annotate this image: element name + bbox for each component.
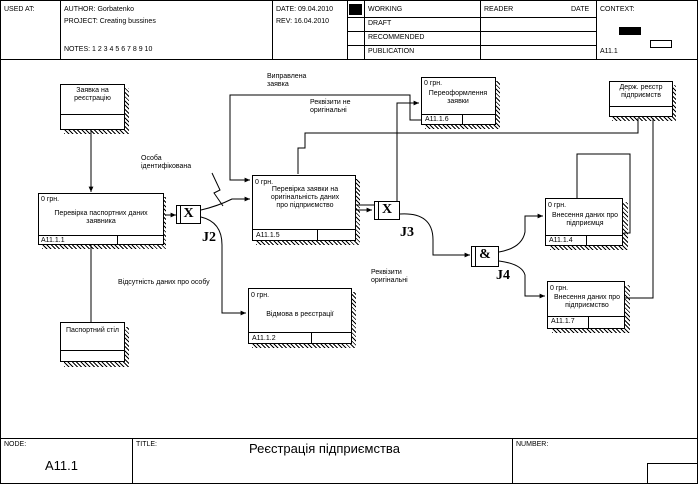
arrow-label-original: Реквізити оригінальні bbox=[371, 269, 408, 284]
request-label: Заявка на реєстрацію bbox=[74, 87, 111, 102]
junction-j4[interactable]: & bbox=[471, 246, 499, 267]
project-label: PROJECT: Creating bussines bbox=[64, 18, 156, 25]
reader-date-label: DATE bbox=[571, 6, 590, 13]
box-label: Перевірка заявки на оригінальність даних… bbox=[270, 186, 340, 209]
junction-label-j3: J3 bbox=[400, 225, 414, 240]
status-publication: PUBLICATION bbox=[368, 48, 415, 55]
junction-symbol: X bbox=[183, 206, 194, 221]
box-cost: 0 грн. bbox=[550, 285, 569, 292]
working-marker bbox=[349, 4, 362, 15]
box-cost: 0 грн. bbox=[41, 196, 60, 203]
node-value: A11.1 bbox=[45, 458, 79, 473]
number-label: NUMBER: bbox=[516, 441, 549, 448]
context-thumb-filled bbox=[619, 27, 641, 35]
arrow-label-identified: Особа ідентифікована bbox=[141, 155, 192, 170]
box-node: A11.1.5 bbox=[256, 232, 280, 239]
box-node: A11.1.7 bbox=[551, 318, 575, 325]
reader-label: READER bbox=[484, 6, 514, 13]
activity-box-a11-1-6[interactable]: 0 грн. Переоформлення заявки A11.1.6 bbox=[421, 77, 496, 125]
registry-card: Держ. реєстр підприємств bbox=[609, 81, 673, 117]
node-label: NODE: bbox=[4, 441, 27, 448]
junction-label-j2: J2 bbox=[202, 230, 216, 245]
junction-j3[interactable]: X bbox=[374, 201, 400, 220]
box-label: Переоформлення заявки bbox=[428, 90, 488, 105]
activity-box-a11-1-4[interactable]: 0 грн. Внесення даних про підприємця A11… bbox=[545, 198, 623, 246]
box-cost: 0 грн. bbox=[548, 202, 567, 209]
context-label: CONTEXT: bbox=[600, 6, 635, 13]
title-label: TITLE: bbox=[136, 441, 158, 448]
request-card: Заявка на реєстрацію bbox=[60, 84, 125, 130]
activity-box-a11-1-7[interactable]: 0 грн. Внесення даних про підприємство A… bbox=[547, 281, 625, 329]
activity-box-a11-1-5[interactable]: 0 грн. Перевірка заявки на оригінальніст… bbox=[252, 175, 356, 241]
notes-label: NOTES: 1 2 3 4 5 6 7 8 9 10 bbox=[64, 46, 153, 53]
arrow-label-not-original: Реквізити не оригінальні bbox=[310, 99, 351, 114]
arrow-label-no-data: Відсутність даних про особу bbox=[118, 279, 210, 286]
rev-label: REV: 16.04.2010 bbox=[276, 18, 330, 25]
box-label: Перевірка паспортних даних заявника bbox=[54, 210, 148, 225]
context-thumb-empty bbox=[650, 40, 672, 48]
diagram-title: Реєстрація підприємства bbox=[249, 441, 400, 456]
date-label: DATE: 09.04.2010 bbox=[276, 6, 334, 13]
used-at-label: USED AT: bbox=[4, 6, 35, 13]
box-cost: 0 грн. bbox=[424, 80, 443, 87]
box-label: Внесення даних про підприємство bbox=[553, 294, 621, 309]
box-node: A11.1.2 bbox=[252, 335, 276, 342]
junction-symbol: & bbox=[479, 247, 491, 262]
box-node: A11.1.4 bbox=[549, 237, 573, 244]
junction-label-j4: J4 bbox=[496, 268, 510, 283]
context-node: A11.1 bbox=[600, 48, 618, 55]
status-recommended: RECOMMENDED bbox=[368, 34, 425, 41]
junction-j2[interactable]: X bbox=[176, 205, 201, 224]
box-node: A11.1.6 bbox=[425, 116, 449, 123]
junction-symbol: X bbox=[381, 202, 393, 217]
status-draft: DRAFT bbox=[368, 20, 392, 27]
activity-box-a11-1-1[interactable]: 0 грн. Перевірка паспортних даних заявни… bbox=[38, 193, 164, 245]
box-node: A11.1.1 bbox=[41, 237, 65, 244]
box-label: Внесення даних про підприємця bbox=[551, 212, 619, 227]
activity-box-a11-1-2[interactable]: 0 грн. Відмова в реєстрації A11.1.2 bbox=[248, 288, 352, 344]
registry-label: Держ. реєстр підприємств bbox=[619, 84, 663, 99]
author-label: AUTHOR: Gorbatenko bbox=[64, 6, 135, 13]
box-label: Відмова в реєстрації bbox=[266, 311, 334, 318]
arrow-label-corrected: Виправлена заявка bbox=[267, 73, 307, 88]
box-cost: 0 грн. bbox=[255, 179, 274, 186]
box-cost: 0 грн. bbox=[251, 292, 270, 299]
passport-card: Паспортний стіл bbox=[60, 322, 125, 362]
status-working: WORKING bbox=[368, 6, 403, 13]
passport-label: Паспортний стіл bbox=[65, 327, 120, 334]
